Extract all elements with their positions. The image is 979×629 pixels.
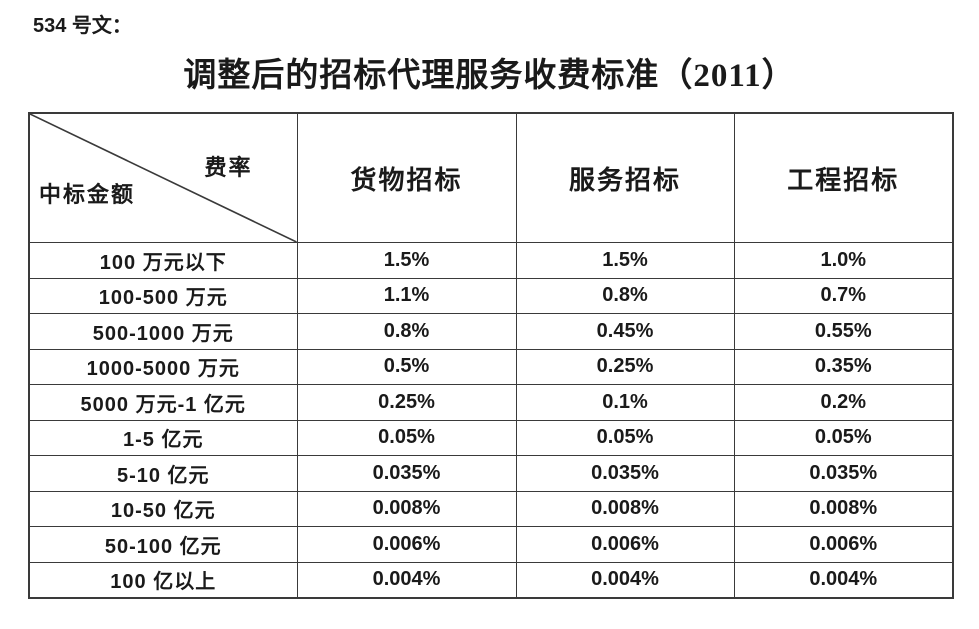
fee-value-cell: 0.45% [515,313,735,350]
fee-value-cell: 0.8% [515,277,735,314]
fee-value-cell: 0.2% [733,384,954,421]
fee-value-cell: 0.006% [733,526,954,563]
fee-value-cell: 1.1% [296,277,517,314]
fee-value-cell: 0.004% [515,561,735,599]
table-body: 100 万元以下 1.5% 1.5% 1.0% 100-500 万元 1.1% … [28,242,954,599]
amount-range-cell: 100 亿以上 [28,561,298,599]
amount-range-cell: 50-100 亿元 [28,526,298,563]
table-header-row: 费率 中标金额 货物招标 服务招标 工程招标 [28,112,954,243]
fee-value-cell: 0.035% [733,455,954,492]
fee-value-cell: 0.008% [733,490,954,527]
fee-value-cell: 0.008% [296,490,517,527]
table-row: 5000 万元-1 亿元 0.25% 0.1% 0.2% [28,384,954,421]
page-title: 调整后的招标代理服务收费标准（2011） [183,58,796,94]
fee-value-cell: 1.0% [733,242,954,279]
fee-value-cell: 0.006% [296,526,517,563]
fee-value-cell: 0.25% [515,348,735,385]
column-header-services: 服务招标 [515,112,735,243]
fee-value-cell: 0.008% [515,490,735,527]
table-row: 1-5 亿元 0.05% 0.05% 0.05% [28,419,954,456]
table-row: 500-1000 万元 0.8% 0.45% 0.55% [28,313,954,350]
fee-value-cell: 0.8% [296,313,517,350]
table-row: 50-100 亿元 0.006% 0.006% 0.006% [28,526,954,563]
fee-value-cell: 0.004% [733,561,954,599]
table-row: 1000-5000 万元 0.5% 0.25% 0.35% [28,348,954,385]
fee-value-cell: 0.35% [733,348,954,385]
amount-range-cell: 10-50 亿元 [28,490,298,527]
amount-range-cell: 100-500 万元 [28,277,298,314]
table-row: 100 亿以上 0.004% 0.004% 0.004% [28,561,954,599]
fee-value-cell: 0.006% [515,526,735,563]
amount-range-cell: 100 万元以下 [28,242,298,279]
fee-value-cell: 0.05% [296,419,517,456]
table-row: 100-500 万元 1.1% 0.8% 0.7% [28,277,954,314]
corner-label-rate: 费率 [204,155,253,180]
column-header-goods: 货物招标 [296,112,517,243]
fee-value-cell: 0.7% [733,277,954,314]
table-row: 100 万元以下 1.5% 1.5% 1.0% [28,242,954,279]
table-row: 10-50 亿元 0.008% 0.008% 0.008% [28,490,954,527]
amount-range-cell: 1000-5000 万元 [28,348,298,385]
fee-value-cell: 0.25% [296,384,517,421]
fee-value-cell: 0.55% [733,313,954,350]
amount-range-cell: 1-5 亿元 [28,419,298,456]
diagonal-divider-line [30,114,297,242]
amount-range-cell: 5-10 亿元 [28,455,298,492]
fee-value-cell: 1.5% [296,242,517,279]
fee-value-cell: 1.5% [515,242,735,279]
fee-value-cell: 0.5% [296,348,517,385]
fee-rate-table: 费率 中标金额 货物招标 服务招标 工程招标 100 万元以下 1.5% 1.5… [28,112,954,599]
fee-value-cell: 0.05% [733,419,954,456]
column-header-engineering: 工程招标 [733,112,954,243]
corner-label-amount: 中标金额 [39,182,136,207]
fee-value-cell: 0.035% [296,455,517,492]
fee-value-cell: 0.05% [515,419,735,456]
amount-range-cell: 5000 万元-1 亿元 [28,384,298,421]
fee-value-cell: 0.035% [515,455,735,492]
fee-value-cell: 0.004% [296,561,517,599]
table-row: 5-10 亿元 0.035% 0.035% 0.035% [28,455,954,492]
corner-header-cell: 费率 中标金额 [28,112,298,243]
doc-number-label: 534 号文： [33,15,132,37]
fee-value-cell: 0.1% [515,384,735,421]
amount-range-cell: 500-1000 万元 [28,313,298,350]
